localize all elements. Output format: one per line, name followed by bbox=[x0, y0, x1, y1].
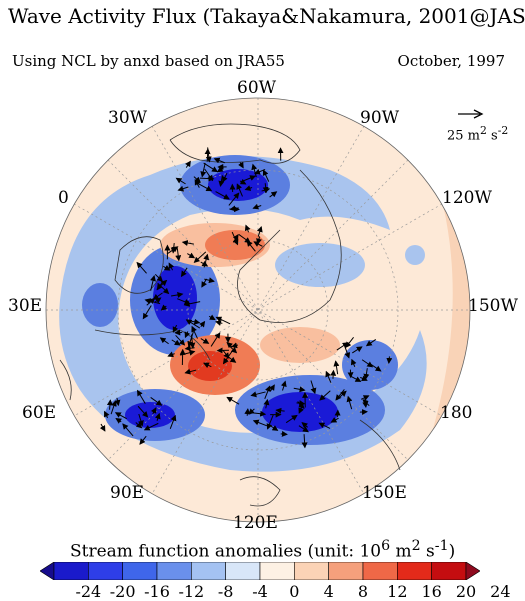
flux-vector bbox=[247, 409, 248, 416]
colorbar-tick-label: 20 bbox=[456, 582, 476, 601]
neg-small-ne bbox=[405, 245, 425, 265]
colorbar-segment bbox=[226, 562, 260, 580]
colorbar-tick-label: -4 bbox=[252, 582, 268, 601]
cb-title-sup2: 2 bbox=[412, 538, 421, 554]
colorbar-segment bbox=[54, 562, 88, 580]
colorbar-tick-label: 4 bbox=[324, 582, 334, 601]
lon-label-60e: 60E bbox=[22, 403, 56, 423]
colorbar-tick-label: -20 bbox=[110, 582, 136, 601]
neg-small-nw bbox=[120, 198, 160, 222]
colorbar-overflow bbox=[466, 562, 480, 580]
lon-label-180: 180 bbox=[440, 403, 472, 423]
colorbar-tick-label: -12 bbox=[178, 582, 204, 601]
lon-label-0: 0 bbox=[58, 188, 69, 208]
ref-vec-sup: 2 bbox=[480, 124, 487, 137]
colorbar-tick-label: 12 bbox=[387, 582, 407, 601]
lon-label-150e: 150E bbox=[362, 483, 407, 503]
colorbar-title: Stream function anomalies (unit: 106 m2 … bbox=[70, 538, 455, 562]
colorbar-segment bbox=[260, 562, 294, 580]
colorbar-segment bbox=[294, 562, 328, 580]
colorbar-tick-label: 24 bbox=[490, 582, 510, 601]
ref-vec-value: 25 m bbox=[447, 128, 480, 143]
colorbar-segment bbox=[123, 562, 157, 580]
cb-title-sup3: -1 bbox=[435, 538, 449, 554]
colorbar-segment bbox=[397, 562, 431, 580]
colorbar-segment bbox=[432, 562, 466, 580]
flux-vector bbox=[389, 356, 390, 363]
colorbar-segment bbox=[88, 562, 122, 580]
neg-core-southwest bbox=[125, 402, 175, 428]
neg-cell-east bbox=[275, 243, 365, 287]
lon-label-120e: 120E bbox=[233, 513, 278, 533]
colorbar-tick-label: -16 bbox=[144, 582, 170, 601]
neg-cell-far-west bbox=[82, 283, 118, 327]
ref-vec-unit: s bbox=[487, 128, 498, 143]
colorbar-tick-label: -8 bbox=[218, 582, 234, 601]
colorbar-segment bbox=[191, 562, 225, 580]
flux-vector bbox=[333, 371, 334, 379]
lon-label-120w: 120W bbox=[442, 188, 492, 208]
flux-vector bbox=[281, 434, 287, 435]
colorbar bbox=[40, 562, 480, 580]
colorbar-tick-label: -24 bbox=[75, 582, 101, 601]
cb-title-s: s bbox=[421, 542, 435, 562]
lon-label-30e: 30E bbox=[8, 296, 42, 316]
reference-vector-arrow bbox=[456, 108, 486, 120]
colorbar-tick-label: 16 bbox=[421, 582, 441, 601]
cb-title-suffix: ) bbox=[449, 542, 456, 562]
colorbar-underflow bbox=[40, 562, 54, 580]
cb-title-mid: m bbox=[390, 542, 412, 562]
colorbar-tick-label: 0 bbox=[289, 582, 299, 601]
colorbar-segment bbox=[329, 562, 363, 580]
lon-label-90e: 90E bbox=[110, 483, 144, 503]
lon-label-60w: 60W bbox=[237, 78, 276, 98]
cb-title-sup1: 6 bbox=[381, 538, 390, 554]
reference-vector-label: 25 m2 s-2 bbox=[447, 124, 508, 143]
colorbar-segment bbox=[363, 562, 397, 580]
colorbar-segment bbox=[157, 562, 191, 580]
lon-label-30w: 30W bbox=[108, 108, 147, 128]
lon-label-90w: 90W bbox=[360, 108, 399, 128]
ref-vec-sup2: -2 bbox=[498, 124, 509, 137]
cb-title-prefix: Stream function anomalies (unit: 10 bbox=[70, 542, 381, 562]
lon-label-150w: 150W bbox=[468, 296, 518, 316]
colorbar-tick-label: 8 bbox=[358, 582, 368, 601]
pos-cell-east bbox=[260, 327, 340, 363]
